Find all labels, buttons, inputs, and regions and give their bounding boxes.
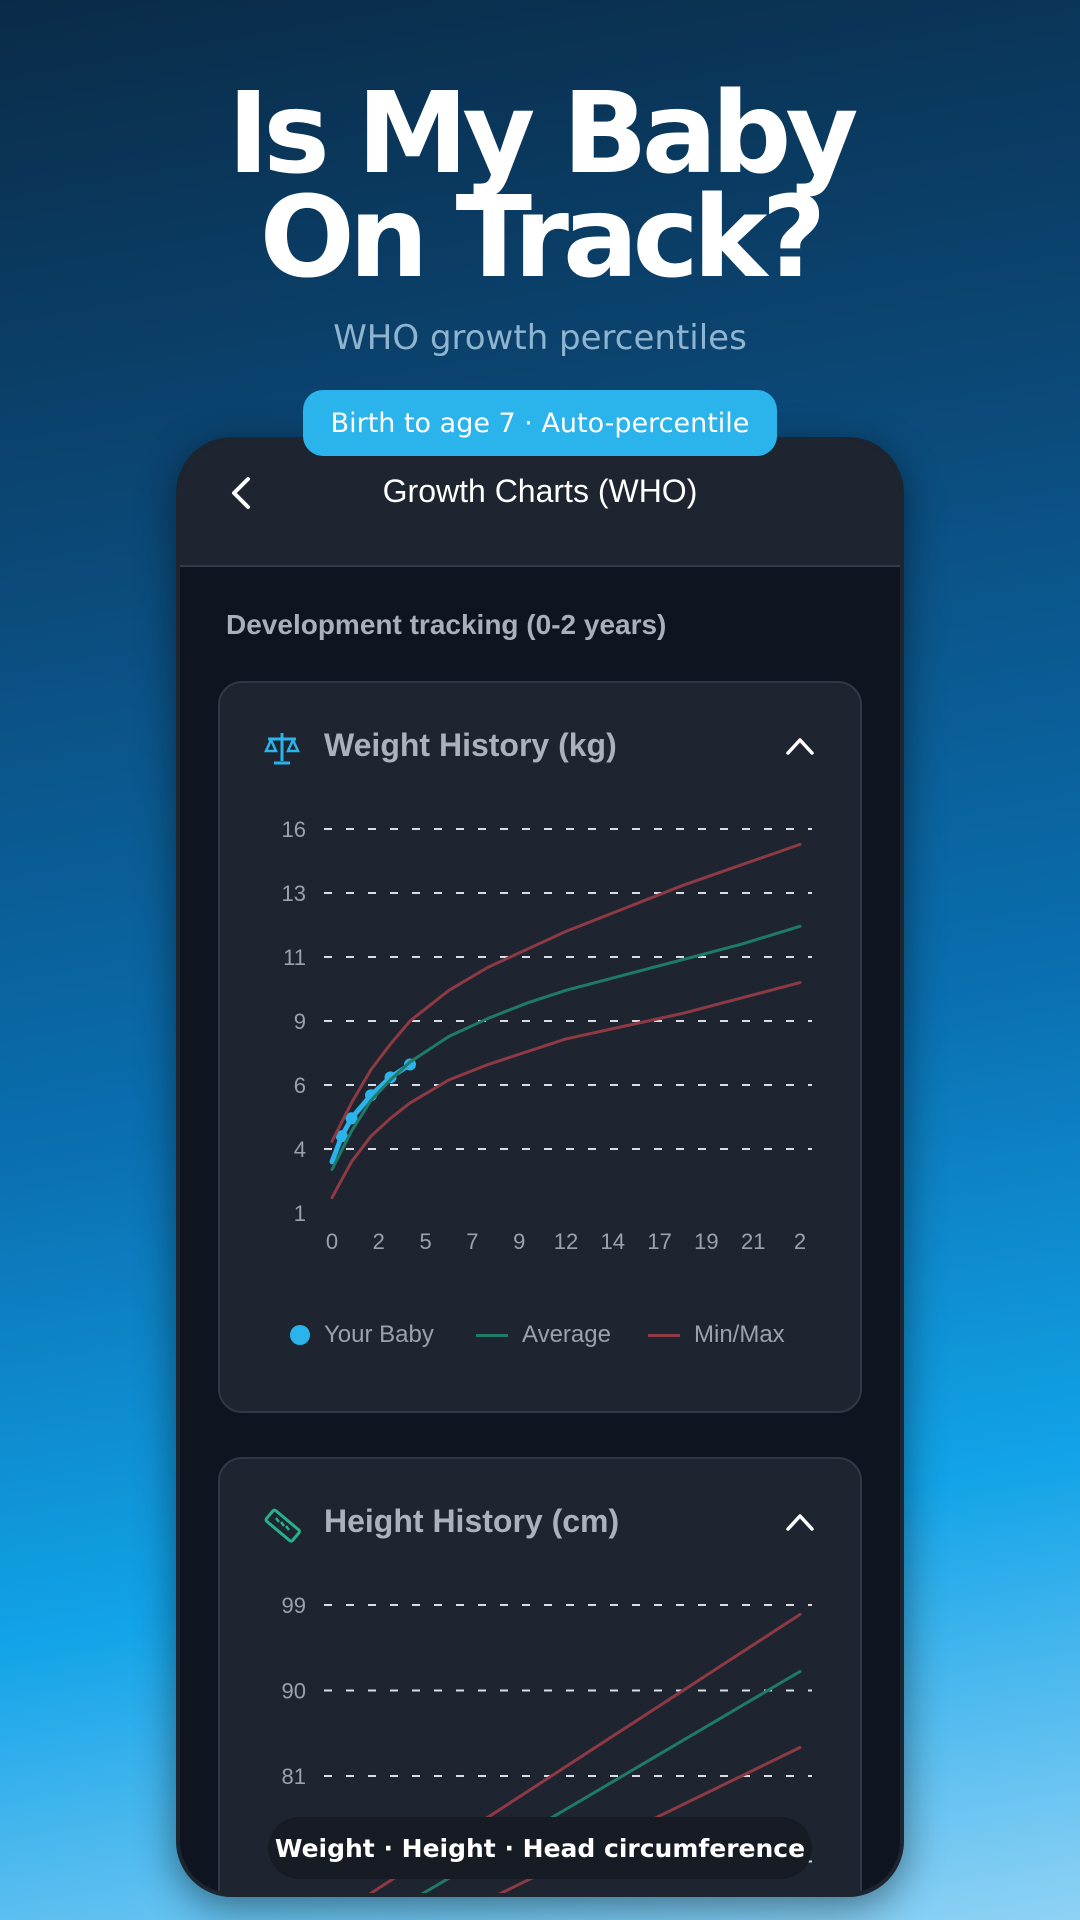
phone-frame: Growth Charts (WHO) Development tracking… xyxy=(176,437,904,1897)
y-tick-label: 16 xyxy=(282,817,306,842)
x-tick-label: 2 xyxy=(373,1229,385,1254)
x-tick-label: 17 xyxy=(647,1229,671,1254)
legend-label-average: Average xyxy=(522,1321,611,1348)
your-baby-point xyxy=(345,1112,358,1125)
series-line-average xyxy=(330,924,802,1171)
ruler-icon xyxy=(264,1508,301,1543)
section-label: Development tracking (0-2 years) xyxy=(226,609,667,640)
your-baby-point xyxy=(335,1130,348,1143)
weight-chart: 16 13 11 9 6 4 10 2 5 7 9 12 14 17 19 21 2 xyxy=(282,817,812,1254)
min-max-line-marker xyxy=(648,1333,680,1337)
y-tick-label: 9 xyxy=(294,1009,306,1034)
legend-label-min-max: Min/Max xyxy=(694,1321,785,1348)
chevron-up-icon[interactable] xyxy=(784,1509,816,1535)
page-title: Growth Charts (WHO) xyxy=(382,473,698,509)
height-chart-title: Height History (cm) xyxy=(324,1503,620,1539)
x-tick-label: 9 xyxy=(513,1229,525,1254)
chevron-up-icon[interactable] xyxy=(784,733,816,759)
bottom-feature-pill: Weight · Height · Head circumference xyxy=(268,1817,812,1879)
chart-legend: Your Baby Average Min/Max xyxy=(220,1321,860,1361)
feature-pill: Birth to age 7 · Auto-percentile xyxy=(303,390,777,456)
y-tick-label: 81 xyxy=(282,1764,306,1789)
legend-average: Average xyxy=(476,1321,611,1349)
x-tick-label: 7 xyxy=(466,1229,478,1254)
y-tick-label: 4 xyxy=(294,1137,306,1162)
x-tick-label: 0 xyxy=(326,1229,338,1254)
x-tick-label: 5 xyxy=(419,1229,431,1254)
hero-title-line1: Is My Baby xyxy=(227,69,859,199)
legend-min-max: Min/Max xyxy=(648,1321,785,1349)
your-baby-point xyxy=(384,1071,397,1084)
x-tick-label: 14 xyxy=(601,1229,625,1254)
legend-your-baby: Your Baby xyxy=(290,1321,434,1349)
y-tick-label: 6 xyxy=(294,1073,306,1098)
your-baby-marker xyxy=(290,1325,310,1345)
x-tick-label: 21 xyxy=(741,1229,765,1254)
y-tick-label: 13 xyxy=(282,881,306,906)
legend-label-your-baby: Your Baby xyxy=(324,1321,434,1348)
app-header: Growth Charts (WHO) xyxy=(180,441,900,567)
y-tick-label: 99 xyxy=(282,1593,306,1618)
y-tick-label: 1 xyxy=(294,1201,306,1226)
series-line-max xyxy=(330,842,802,1143)
y-tick-label: 11 xyxy=(283,945,306,970)
x-tick-label: 12 xyxy=(554,1229,578,1254)
x-tick-label: 19 xyxy=(694,1229,718,1254)
weight-chart-title: Weight History (kg) xyxy=(324,727,617,763)
hero-title-line2: On Track? xyxy=(259,173,827,303)
x-tick-label: 2 xyxy=(794,1229,806,1254)
hero-subtitle: WHO growth percentiles xyxy=(333,318,747,358)
hero-title: Is My Baby On Track? xyxy=(0,69,1080,303)
back-arrow-icon[interactable] xyxy=(222,473,262,513)
series-line-min xyxy=(330,981,802,1200)
scale-icon xyxy=(264,733,300,765)
weight-chart-card: Weight History (kg) 16 13 11 9 6 4 1 0 2 5 7 9 12 14 1… xyxy=(218,681,862,1413)
y-tick-label: 90 xyxy=(282,1679,306,1704)
average-line-marker xyxy=(476,1333,508,1337)
series-line-average xyxy=(420,1670,802,1893)
